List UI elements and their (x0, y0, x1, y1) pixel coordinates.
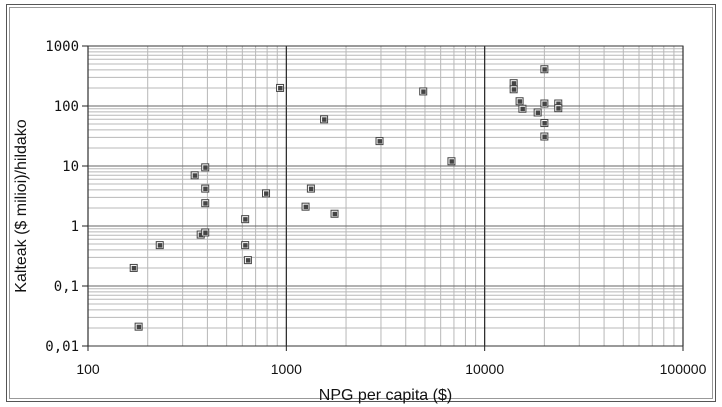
axis-ticks: 0,01 0,1 1 10 100 1000 100 1000 10000 100000 (45, 39, 706, 377)
y-tick-label: 100 (54, 99, 79, 115)
y-tick-label: 1 (71, 219, 79, 235)
data-point (129, 263, 138, 272)
data-point (301, 202, 310, 211)
data-point (330, 209, 339, 218)
plot-area-border (87, 45, 684, 347)
data-points (129, 65, 563, 331)
data-point (276, 83, 285, 92)
y-tick-label: 1000 (45, 39, 79, 55)
data-point (540, 132, 549, 141)
y-tick-label: 0,01 (45, 339, 79, 355)
data-point (134, 322, 143, 331)
data-point (201, 228, 210, 237)
data-point (201, 163, 210, 172)
data-point (515, 97, 524, 106)
x-axis-title: NPG per capita ($) (319, 387, 452, 404)
data-point (533, 108, 542, 117)
data-point (518, 104, 527, 113)
data-point (243, 256, 252, 265)
data-point (262, 189, 271, 198)
x-tick-label: 100 (76, 361, 100, 377)
data-point (540, 99, 549, 108)
data-point (375, 137, 384, 146)
x-tick-label: 100000 (660, 361, 707, 377)
data-point (540, 65, 549, 74)
y-axis-title: Kalteak ($ milioi)/hildako (13, 119, 30, 293)
data-point (554, 104, 563, 113)
data-point (155, 241, 164, 250)
data-point (320, 115, 329, 124)
data-point (447, 157, 456, 166)
data-point (201, 199, 210, 208)
grid-lines (87, 45, 684, 347)
data-point (241, 241, 250, 250)
y-tick-label: 0,1 (54, 279, 79, 295)
data-point (509, 85, 518, 94)
y-tick-label: 10 (62, 159, 79, 175)
data-point (241, 215, 250, 224)
x-tick-label: 10000 (465, 361, 504, 377)
data-point (540, 119, 549, 128)
data-point (190, 171, 199, 180)
data-point (306, 184, 315, 193)
data-point (419, 87, 428, 96)
x-tick-label: 1000 (271, 361, 302, 377)
data-point (201, 184, 210, 193)
